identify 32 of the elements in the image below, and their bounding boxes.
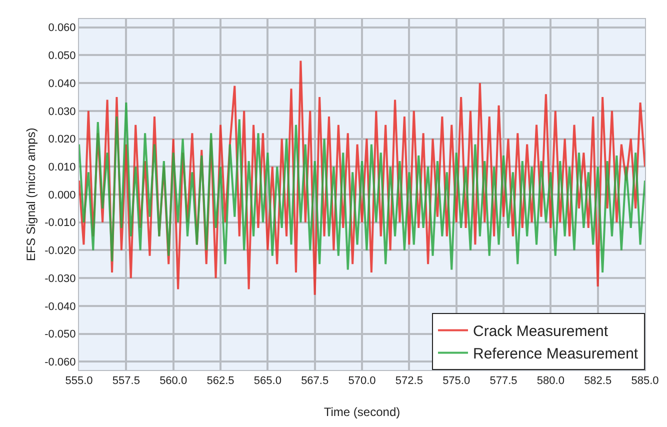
- y-tick-label: 0.040: [48, 78, 76, 90]
- x-axis-title: Time (second): [324, 405, 400, 419]
- y-tick-label: -0.010: [44, 217, 76, 230]
- x-tick-label: 555.0: [65, 375, 93, 388]
- line-series: [79, 60, 645, 296]
- y-tick-label: -0.040: [44, 300, 76, 313]
- line-series: [79, 102, 645, 274]
- x-tick-label: 577.5: [490, 375, 518, 388]
- x-tick-label: 585.0: [631, 375, 659, 388]
- x-tick-label: 580.0: [536, 375, 564, 388]
- y-tick-label: -0.030: [44, 272, 76, 285]
- x-tick-label: 570.0: [348, 375, 376, 388]
- y-tick-label: 0.030: [48, 106, 76, 118]
- x-tick-label: 572.5: [395, 375, 423, 388]
- y-tick-label: -0.060: [44, 356, 76, 368]
- y-tick-label: -0.050: [44, 328, 76, 341]
- y-tick-label: -0.020: [44, 245, 76, 258]
- x-tick-label: 575.0: [442, 375, 470, 388]
- x-tick-label: 565.0: [254, 375, 282, 388]
- x-tick-label: 582.5: [584, 375, 612, 388]
- y-tick-label: 0.050: [48, 50, 76, 62]
- x-tick-label: 567.5: [301, 375, 329, 388]
- y-axis-title: EFS Signal (micro amps): [24, 128, 38, 262]
- y-tick-label: 0.010: [48, 161, 76, 174]
- x-tick-label: 562.5: [206, 375, 234, 388]
- y-tick-label: 0.020: [48, 134, 76, 146]
- x-tick-label: 560.0: [160, 375, 188, 388]
- legend-label: Crack Measurement: [473, 323, 609, 340]
- y-tick-label: 0.000: [48, 189, 76, 202]
- legend-label: Reference Measurement: [473, 346, 639, 363]
- x-tick-label: 557.5: [112, 375, 140, 388]
- y-tick-label: 0.060: [48, 22, 76, 34]
